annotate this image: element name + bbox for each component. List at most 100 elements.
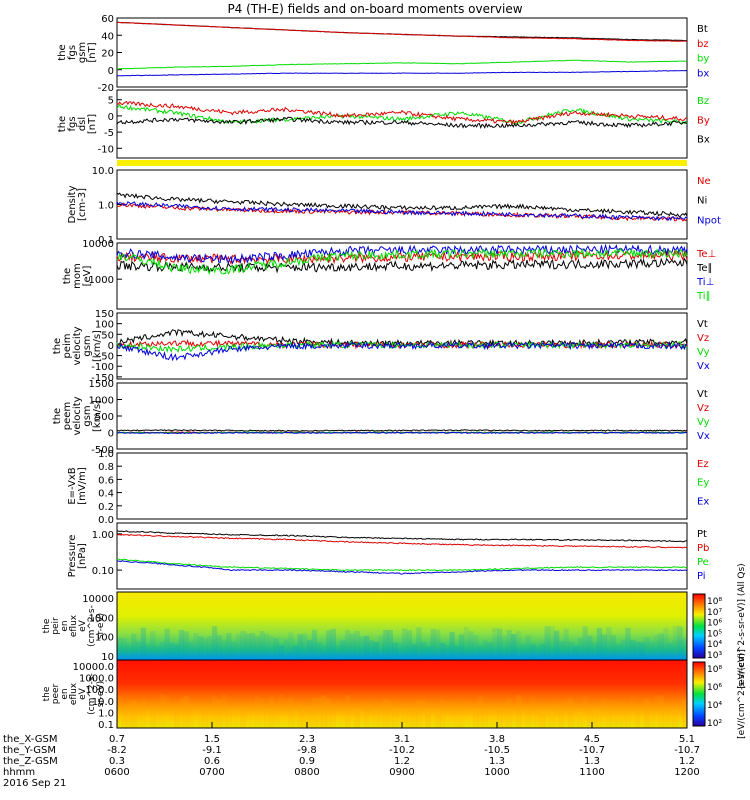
spectrogram-cell	[359, 714, 365, 728]
spectrogram-cell	[150, 631, 156, 660]
spectrogram-cell	[549, 626, 555, 660]
spectrogram-cell	[354, 712, 360, 728]
spectrogram-cell	[159, 694, 165, 728]
spectrogram-cell	[444, 645, 450, 660]
y-axis-label: [nPa]	[77, 543, 88, 569]
spectrogram-cell	[506, 698, 512, 728]
y-tick-label: -100	[91, 362, 114, 373]
legend-by: by	[697, 54, 709, 65]
spectrogram-cell	[644, 637, 650, 660]
spectrogram-cell	[373, 712, 379, 728]
spectrogram-cell	[539, 713, 545, 728]
legend-Pb: Pb	[697, 543, 709, 554]
x-tick-label: 0800	[294, 767, 319, 778]
spectrogram-cell	[145, 713, 151, 728]
spectrogram-cell	[330, 628, 336, 660]
x-tick-label: 1000	[484, 767, 509, 778]
y-tick-label: 0	[108, 66, 114, 77]
spectrogram-cell	[292, 714, 298, 728]
y-axis-label: eflux	[69, 682, 79, 705]
spectrogram-cell	[682, 638, 688, 660]
spectrogram-cell	[254, 636, 260, 660]
spectrogram-cell	[606, 701, 612, 728]
x-axis-row-label: the_Z-GSM	[3, 756, 58, 767]
spectrogram-cell	[335, 698, 341, 728]
spectrogram-cell	[402, 711, 408, 728]
legend-Pt: Pt	[697, 529, 707, 540]
spectrogram-cell	[554, 703, 560, 728]
spectrogram-cell	[212, 696, 218, 728]
spectrogram-cell	[539, 643, 545, 660]
spectrogram-cell	[644, 698, 650, 728]
y-axis-label: en	[60, 688, 70, 699]
spectrogram-cell	[525, 711, 531, 728]
flag-bar	[117, 160, 687, 166]
colorbar-label: [eV/(cm^2-s-sr-eV)]	[737, 649, 747, 739]
spectrogram-cell	[316, 697, 322, 728]
spectrogram-cell	[259, 630, 265, 660]
y-tick-label: 1000.0	[79, 674, 114, 685]
x-tick-label: 1.2	[394, 756, 410, 767]
y-tick-label: 1000	[89, 613, 114, 624]
colorbar-tick-label: 10⁶	[707, 683, 722, 693]
spectrogram-cell	[454, 704, 460, 728]
spectrogram-cell	[582, 626, 588, 660]
x-tick-label: 1200	[674, 767, 699, 778]
spectrogram-cell	[620, 639, 626, 660]
y-tick-label: 1.0	[98, 449, 114, 460]
spectrogram-cell	[478, 645, 484, 660]
spectrogram-cell	[326, 630, 332, 660]
legend-Vx: Vx	[697, 361, 710, 372]
spectrogram-cell	[283, 639, 289, 660]
x-tick-label: 3.8	[489, 734, 505, 745]
spectrogram-cell	[615, 644, 621, 660]
y-axis-label: eV	[78, 619, 88, 632]
spectrogram-cell	[402, 628, 408, 660]
spectrogram-cell	[188, 707, 194, 728]
spectrogram-cell	[273, 638, 279, 660]
colorbar-label: [eV/(cm^2-s-sr-eV)] (All Qs)	[737, 563, 747, 688]
series-line-Ti∥	[116, 247, 688, 276]
y-axis-label: E=-VxB	[67, 467, 78, 504]
x-tick-label: 0600	[104, 767, 129, 778]
y-axis-label: eflux	[69, 614, 79, 637]
y-tick-label: 20	[101, 49, 114, 60]
panel-frame	[116, 89, 688, 159]
x-axis-row-label: hhmm	[3, 767, 35, 778]
spectrogram-cell	[630, 694, 636, 728]
spectrogram-cell	[577, 637, 583, 660]
spectrogram-cell	[615, 708, 621, 728]
y-tick-label: 1.00	[92, 530, 114, 541]
spectrogram-cell	[425, 713, 431, 728]
spectrogram-cell	[430, 629, 436, 660]
y-axis-label: the	[52, 408, 63, 424]
spectrogram-cell	[587, 635, 593, 660]
spectrogram-cell	[463, 627, 469, 660]
panel-frame	[116, 17, 688, 88]
spectrogram-cell	[596, 713, 602, 728]
spectrogram-cell	[516, 695, 522, 728]
legend-Vz: Vz	[697, 333, 709, 344]
spectrogram-cell	[345, 695, 351, 728]
spectrogram-cell	[321, 695, 327, 728]
legend-Te⊥: Te⊥	[696, 249, 716, 260]
y-tick-label: 0	[108, 112, 114, 123]
spectrogram-cell	[421, 642, 427, 660]
spectrogram-cell	[658, 695, 664, 728]
spectrogram-cell	[406, 630, 412, 660]
spectrogram-cell	[411, 706, 417, 728]
y-tick-label: -150	[91, 373, 114, 384]
series-line-By	[116, 100, 688, 126]
y-tick-label: 10000	[82, 239, 114, 250]
spectrogram-cell	[131, 633, 137, 660]
colorbar-tick-label: 10⁷	[707, 608, 722, 618]
x-axis-labels: the_X-GSM 0.7 1.5 2.3 3.1 3.8 4.5 5.1 the_Y-GSM -…	[3, 722, 700, 789]
y-tick-label: -10	[98, 144, 114, 155]
legend-Bt: Bt	[697, 24, 708, 35]
spectrogram-cell	[649, 641, 655, 660]
spectrogram-cell	[520, 709, 526, 728]
spectrogram-cell	[397, 642, 403, 660]
spectrogram-cell	[487, 705, 493, 728]
spectrogram-cell	[530, 643, 536, 660]
